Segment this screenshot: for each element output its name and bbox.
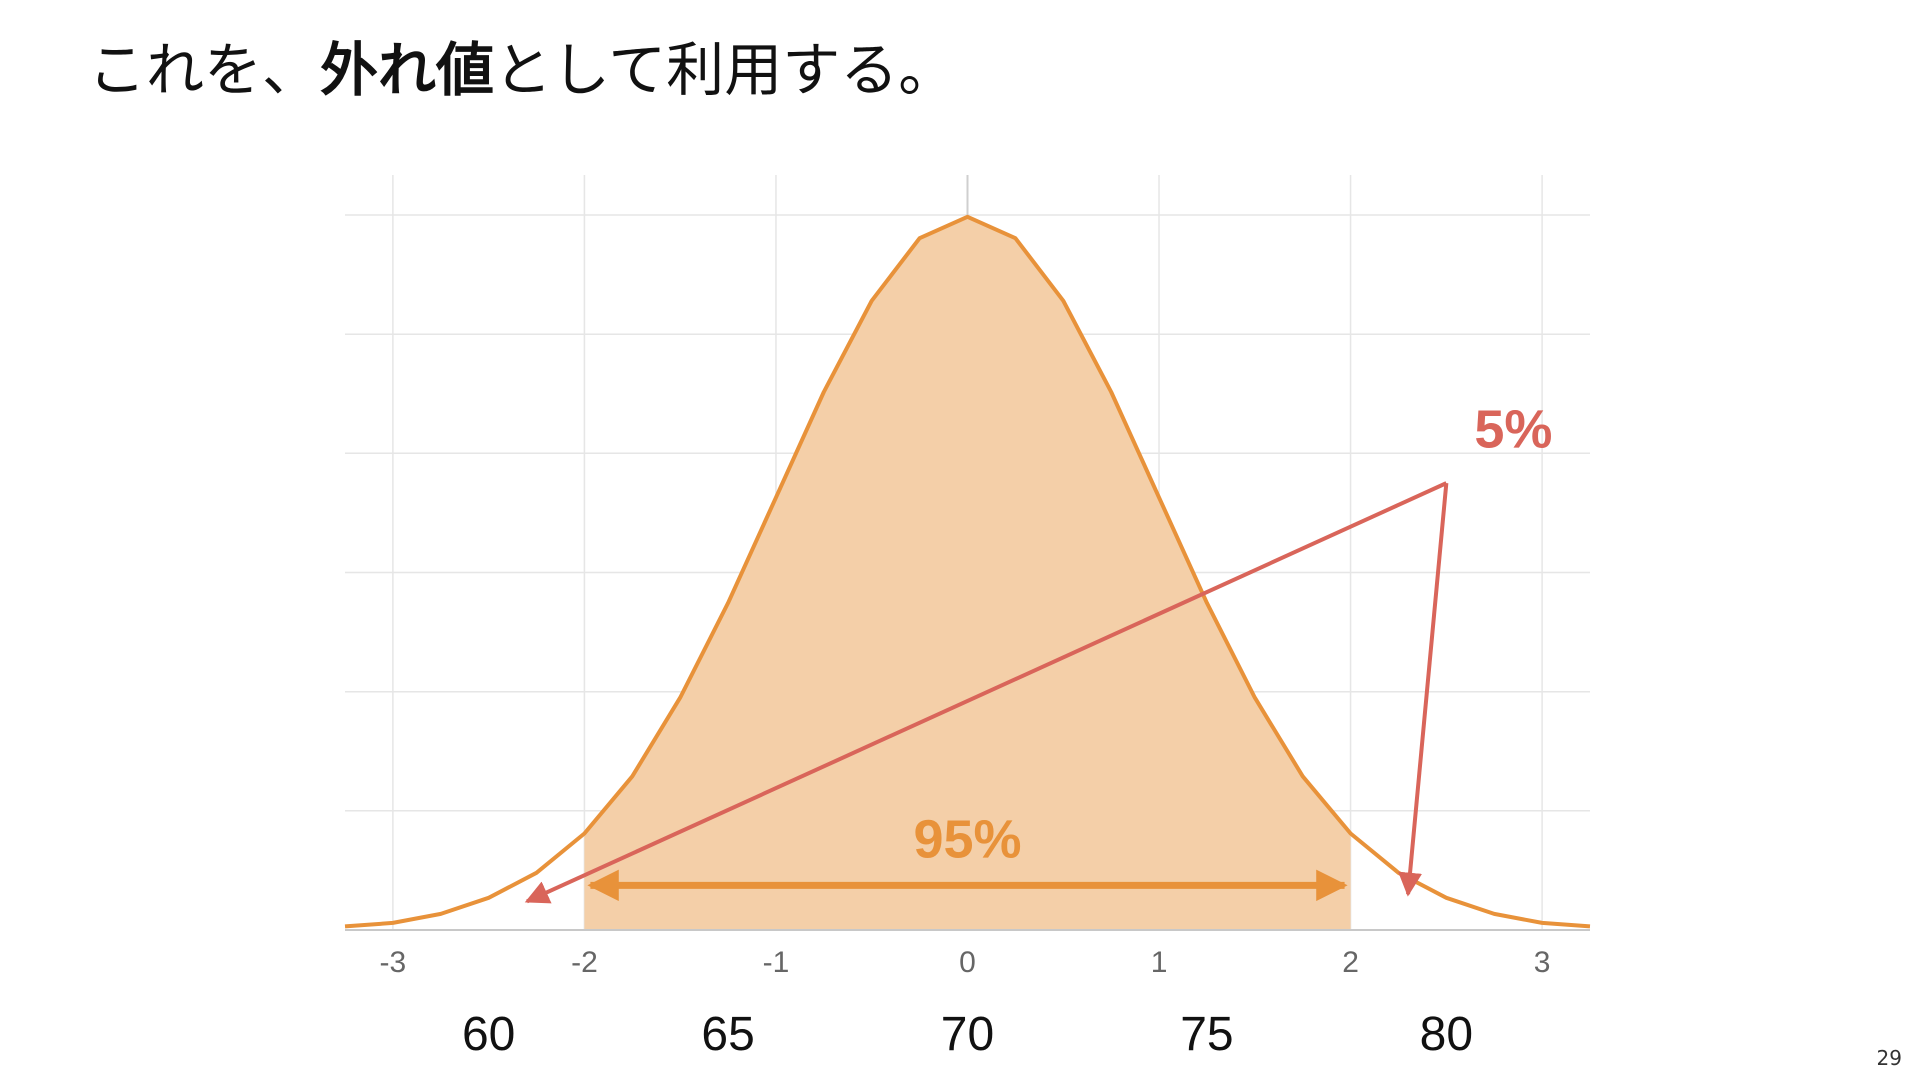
x-tick-label: -3 [380, 946, 407, 979]
shaded-area-95 [584, 216, 1351, 931]
slide-number: 29 [1876, 1046, 1902, 1070]
label-95-percent: 95% [913, 809, 1021, 869]
x-tick-label: 2 [1342, 946, 1359, 979]
pointer-arrow-left-tail [524, 481, 1448, 904]
label-5-percent: 5% [1474, 399, 1552, 459]
x-tick-label: 1 [1151, 946, 1168, 979]
x-axis: -3 -2 -1 0 1 2 3 60 65 70 75 80 [345, 929, 1590, 1061]
x-tick-label: 3 [1534, 946, 1551, 979]
x-tick-label: -2 [571, 946, 598, 979]
slide-title-emphasis: 外れ値 [320, 36, 495, 104]
x-tick-label: -1 [763, 946, 790, 979]
slide-title-pre: これを、 [88, 36, 321, 104]
score-tick-label: 65 [701, 1008, 754, 1061]
slide-title-post: として利用する。 [494, 36, 957, 104]
score-tick-label: 60 [462, 1008, 515, 1061]
score-tick-label: 75 [1180, 1008, 1233, 1061]
pointer-arrow-right-tail [1398, 482, 1449, 897]
area-layer [344, 214, 1591, 931]
x-tick-label: 0 [959, 946, 976, 979]
annotations: 95% 5% [524, 399, 1552, 904]
score-tick-label: 80 [1420, 1008, 1473, 1061]
density-curve [344, 214, 1591, 929]
slide-title: これを、外れ値として利用する。 [88, 36, 956, 106]
score-tick-label: 70 [941, 1008, 994, 1061]
